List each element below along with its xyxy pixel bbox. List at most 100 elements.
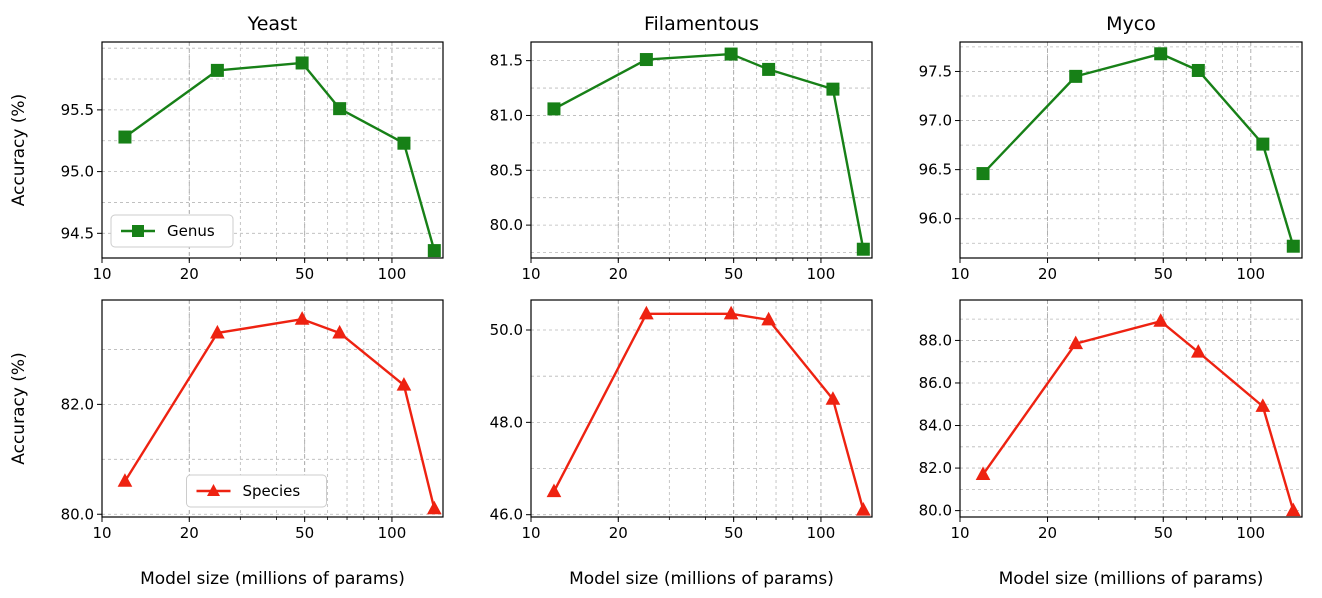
data-point <box>762 62 776 76</box>
plot-frame <box>101 299 444 518</box>
x-axis-label: Model size (millions of params) <box>569 569 834 589</box>
plot-frame <box>530 299 873 518</box>
y-axis-label: Accuracy (%) <box>9 352 29 464</box>
data-point <box>761 311 776 326</box>
x-tick-label: 20 <box>609 524 628 542</box>
data-point <box>1286 239 1300 253</box>
data-point <box>1068 335 1084 350</box>
legend-marker <box>207 484 220 496</box>
data-point <box>117 473 133 487</box>
x-tick-label: 100 <box>807 265 836 283</box>
y-tick-label: 80.0 <box>61 505 94 523</box>
x-tick-label: 10 <box>950 524 969 542</box>
y-tick-label: 96.5 <box>919 161 952 179</box>
series-line <box>982 52 1295 247</box>
x-axis-label: Model size (millions of params) <box>999 569 1264 589</box>
x-tick-label: 50 <box>295 524 314 542</box>
y-tick-label: 80.5 <box>490 161 523 179</box>
x-tick-label: 50 <box>724 265 743 283</box>
data-point <box>1154 47 1168 61</box>
y-tick-label: 80.0 <box>919 502 952 520</box>
data-point <box>855 502 871 516</box>
y-tick-label: 81.5 <box>490 52 523 70</box>
panel-yeast-species: 10 20 50 100 80.0 82.0 Model size (millions of… <box>9 299 444 589</box>
x-tick-label: 50 <box>295 265 314 283</box>
data-point <box>723 305 739 320</box>
data-point <box>294 311 310 325</box>
panel-yeast-genus: 10 20 50 100 94.5 95.0 95.5 Yeast Accuracy (%) Ge… <box>9 13 444 283</box>
series-line <box>123 318 436 510</box>
y-tick-label: 97.0 <box>919 112 952 130</box>
data-point <box>1191 63 1205 77</box>
x-tick-label: 20 <box>1038 524 1057 542</box>
y-tick-label: 48.0 <box>490 413 523 431</box>
x-tick-label: 10 <box>92 524 111 542</box>
data-point <box>825 391 841 405</box>
data-point <box>1153 313 1169 327</box>
x-tick-label: 100 <box>1236 524 1265 542</box>
y-tick-label: 95.5 <box>61 101 94 119</box>
data-point <box>118 130 132 144</box>
data-point <box>1190 344 1206 358</box>
x-tick-label: 50 <box>1154 524 1173 542</box>
legend-marker <box>132 225 144 237</box>
y-tick-label: 80.0 <box>490 216 523 234</box>
x-tick-label: 50 <box>1154 265 1173 283</box>
series-line <box>553 52 865 250</box>
data-point <box>333 102 347 116</box>
x-axis-label: Model size (millions of params) <box>140 569 405 589</box>
data-point <box>295 56 309 70</box>
x-tick-label: 10 <box>950 265 969 283</box>
panel-title: Yeast <box>247 13 298 35</box>
data-point <box>210 324 225 339</box>
data-point <box>976 167 990 181</box>
y-axis-label: Accuracy (%) <box>9 94 29 206</box>
panel-myco-species: 10 20 50 100 80.0 82.0 84.0 86.0 88.0 Model size … <box>919 299 1303 589</box>
data-point <box>332 324 347 339</box>
y-tick-label: 94.5 <box>61 224 94 242</box>
y-tick-label: 82.0 <box>919 459 952 477</box>
data-point <box>1255 398 1271 412</box>
x-tick-label: 100 <box>807 524 836 542</box>
data-point <box>975 466 991 480</box>
legend-box <box>110 214 234 248</box>
legend-label: Species <box>243 482 301 500</box>
y-tick-label: 81.0 <box>490 106 523 124</box>
x-tick-label: 20 <box>180 524 199 542</box>
data-point <box>546 483 562 498</box>
y-tick-label: 82.0 <box>61 395 94 413</box>
data-point <box>639 53 653 67</box>
data-point <box>396 377 412 391</box>
y-tick-label: 95.0 <box>61 163 94 181</box>
y-tick-label: 88.0 <box>919 331 952 349</box>
series-line <box>982 320 1295 511</box>
x-tick-label: 20 <box>180 265 199 283</box>
panel-title: Filamentous <box>644 13 759 35</box>
data-point <box>826 82 840 96</box>
x-tick-label: 100 <box>1236 265 1265 283</box>
plot-frame <box>530 41 873 259</box>
panel-filamentous-genus: 10 20 50 100 80.0 80.5 81.0 81.5 Filamentous <box>490 13 873 283</box>
y-tick-label: 86.0 <box>919 374 952 392</box>
data-point <box>1285 502 1301 517</box>
x-tick-label: 20 <box>609 265 628 283</box>
x-tick-label: 10 <box>92 265 111 283</box>
data-point <box>1256 137 1270 151</box>
data-point <box>397 136 411 150</box>
y-tick-label: 97.5 <box>919 62 952 80</box>
y-tick-label: 96.0 <box>919 210 952 228</box>
plot-frame <box>101 41 444 259</box>
y-tick-label: 50.0 <box>490 321 523 339</box>
data-point <box>427 244 441 258</box>
plot-frame <box>959 41 1303 259</box>
panel-filamentous-species: 10 20 50 100 46.0 48.0 50.0 Model size (million… <box>490 299 873 589</box>
x-tick-label: 100 <box>378 524 407 542</box>
data-point <box>547 102 561 116</box>
y-tick-label: 84.0 <box>919 417 952 435</box>
data-point <box>210 63 224 77</box>
legend: Species <box>186 474 327 508</box>
x-tick-label: 10 <box>521 524 540 542</box>
panel-myco-genus: 10 20 50 100 96.0 96.5 97.0 97.5 Myco <box>919 13 1303 283</box>
series-line <box>124 61 436 251</box>
